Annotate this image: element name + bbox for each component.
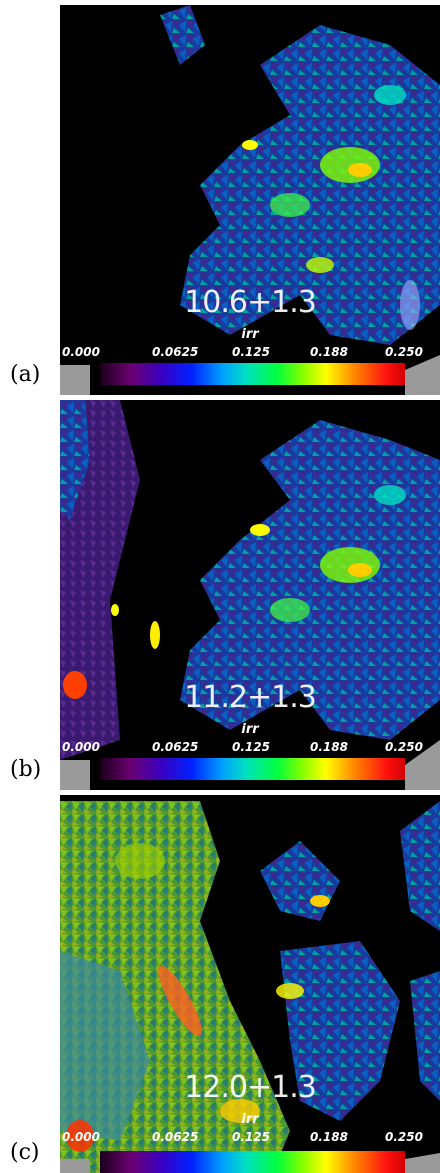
colorbar-title: irr — [241, 327, 259, 342]
panel-label-c: (c) — [10, 1140, 40, 1165]
time-label: 11.2+1.3 — [184, 680, 317, 715]
colorbar-tick: 0.000 — [62, 1130, 100, 1144]
panel-label-a: (a) — [10, 362, 41, 387]
irradiance-map-a — [60, 5, 440, 395]
colorbar-tick: 0.125 — [232, 345, 270, 359]
colorbar-tick: 0.125 — [232, 1130, 270, 1144]
colorbar-tick: 0.0625 — [152, 740, 199, 754]
colorbar — [100, 1151, 405, 1173]
panel-label-b: (b) — [10, 757, 42, 782]
time-label: 12.0+1.3 — [184, 1070, 317, 1105]
colorbar-tick: 0.250 — [385, 740, 423, 754]
colorbar-title: irr — [241, 1112, 259, 1127]
colorbar-tick: 0.000 — [62, 345, 100, 359]
colorbar-tick: 0.125 — [232, 740, 270, 754]
colorbar-tick: 0.188 — [310, 1130, 348, 1144]
irradiance-map-b — [60, 400, 440, 790]
colorbar — [100, 363, 405, 385]
panel-a: 10.6+1.3 irr 0.000 0.0625 0.125 0.188 0.… — [60, 5, 440, 395]
panel-c: 12.0+1.3 irr 0.000 0.0625 0.125 0.188 0.… — [60, 795, 440, 1173]
time-label: 10.6+1.3 — [184, 285, 317, 320]
colorbar-tick: 0.250 — [385, 1130, 423, 1144]
colorbar-tick: 0.000 — [62, 740, 100, 754]
colorbar-tick: 0.188 — [310, 345, 348, 359]
colorbar-tick: 0.0625 — [152, 345, 199, 359]
colorbar-tick: 0.0625 — [152, 1130, 199, 1144]
panel-b: 11.2+1.3 irr 0.000 0.0625 0.125 0.188 0.… — [60, 400, 440, 790]
colorbar-title: irr — [241, 722, 259, 737]
irradiance-map-c — [60, 801, 440, 1173]
colorbar-tick: 0.250 — [385, 345, 423, 359]
colorbar — [100, 758, 405, 780]
colorbar-tick: 0.188 — [310, 740, 348, 754]
